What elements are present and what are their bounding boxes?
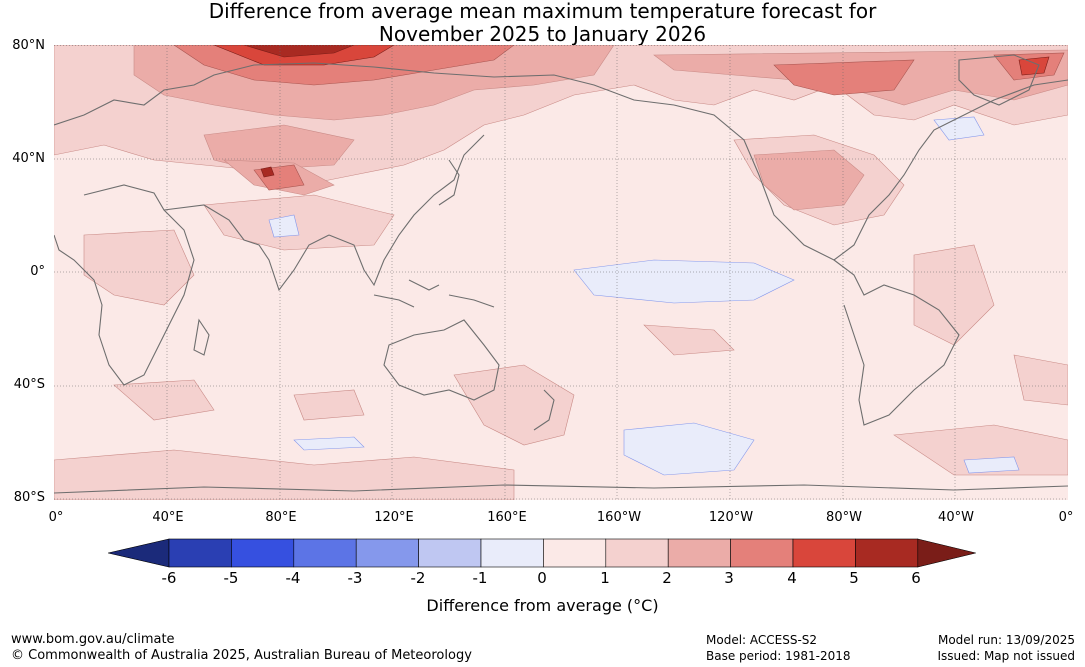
colorbar-segment (792, 538, 856, 568)
colorbar-segment (543, 538, 607, 568)
colorbar-tick: -6 (161, 569, 177, 587)
colorbar-extend-high (917, 538, 976, 568)
lat-label-40s: 40°S (13, 377, 45, 392)
colorbar-segment (605, 538, 669, 568)
lon-label-120w: 120°W (708, 510, 754, 525)
colorbar-tick: 2 (662, 569, 672, 587)
colorbar-segment (231, 538, 295, 568)
map-title-line-2: November 2025 to January 2026 (378, 22, 707, 46)
colorbar-label: Difference from average (°C) (426, 596, 659, 615)
lon-label-80w: 80°W (826, 510, 862, 525)
anomaly-4-plus (213, 45, 1050, 178)
colorbar-segment (418, 538, 482, 568)
colorbar-tick: 1 (600, 569, 610, 587)
colorbar-tick: 3 (724, 569, 734, 587)
lon-label-160e: 160°E (487, 510, 527, 525)
lat-label-0: 0° (30, 264, 45, 279)
lon-label-0-east: 0° (1058, 510, 1074, 525)
footer-copyright: © Commonwealth of Australia 2025, Austra… (11, 648, 472, 663)
graticule (54, 45, 1068, 500)
footer-website: www.bom.gov.au/climate (11, 632, 175, 647)
lon-label-0-west: 0° (48, 510, 64, 525)
lon-label-80e: 80°E (265, 510, 297, 525)
coastlines (54, 54, 1068, 494)
footer-base-period: Base period: 1981-2018 (706, 649, 851, 663)
colorbar-segment (855, 538, 919, 568)
colorbar-segment (480, 538, 544, 568)
lon-label-40w: 40°W (938, 510, 974, 525)
lat-label-80s: 80°S (13, 490, 45, 505)
colorbar-segment (293, 538, 357, 568)
colorbar-tick: 5 (849, 569, 859, 587)
colorbar-segment (168, 538, 232, 568)
lat-label-40n: 40°N (12, 151, 45, 166)
colorbar-segment (355, 538, 419, 568)
forecast-map-svg (54, 45, 1068, 500)
colorbar-segment (667, 538, 731, 568)
colorbar (108, 538, 976, 568)
lat-label-80n: 80°N (12, 38, 45, 53)
colorbar-extend-low (108, 538, 170, 568)
lon-label-120e: 120°E (374, 510, 414, 525)
colorbar-tick: -3 (347, 569, 363, 587)
map-title-line-1: Difference from average mean maximum tem… (208, 0, 877, 23)
footer-model-run: Model run: 13/09/2025 (937, 633, 1075, 647)
colorbar-tick: 6 (911, 569, 921, 587)
colorbar-tick: -4 (285, 569, 301, 587)
anomaly-minus-1-to-0 (268, 116, 1020, 476)
forecast-map (54, 45, 1068, 500)
footer-issued: Issued: Map not issued (937, 649, 1075, 663)
colorbar-tick: 4 (787, 569, 797, 587)
colorbar-segment (730, 538, 794, 568)
colorbar-tick: -5 (223, 569, 239, 587)
colorbar-tick: -2 (410, 569, 426, 587)
colorbar-tick: 0 (537, 569, 547, 587)
lon-label-160w: 160°W (596, 510, 642, 525)
footer-model: Model: ACCESS-S2 (706, 633, 818, 647)
lon-label-40e: 40°E (152, 510, 184, 525)
map-title: Difference from average mean maximum tem… (0, 0, 1085, 46)
colorbar-tick: -1 (472, 569, 488, 587)
